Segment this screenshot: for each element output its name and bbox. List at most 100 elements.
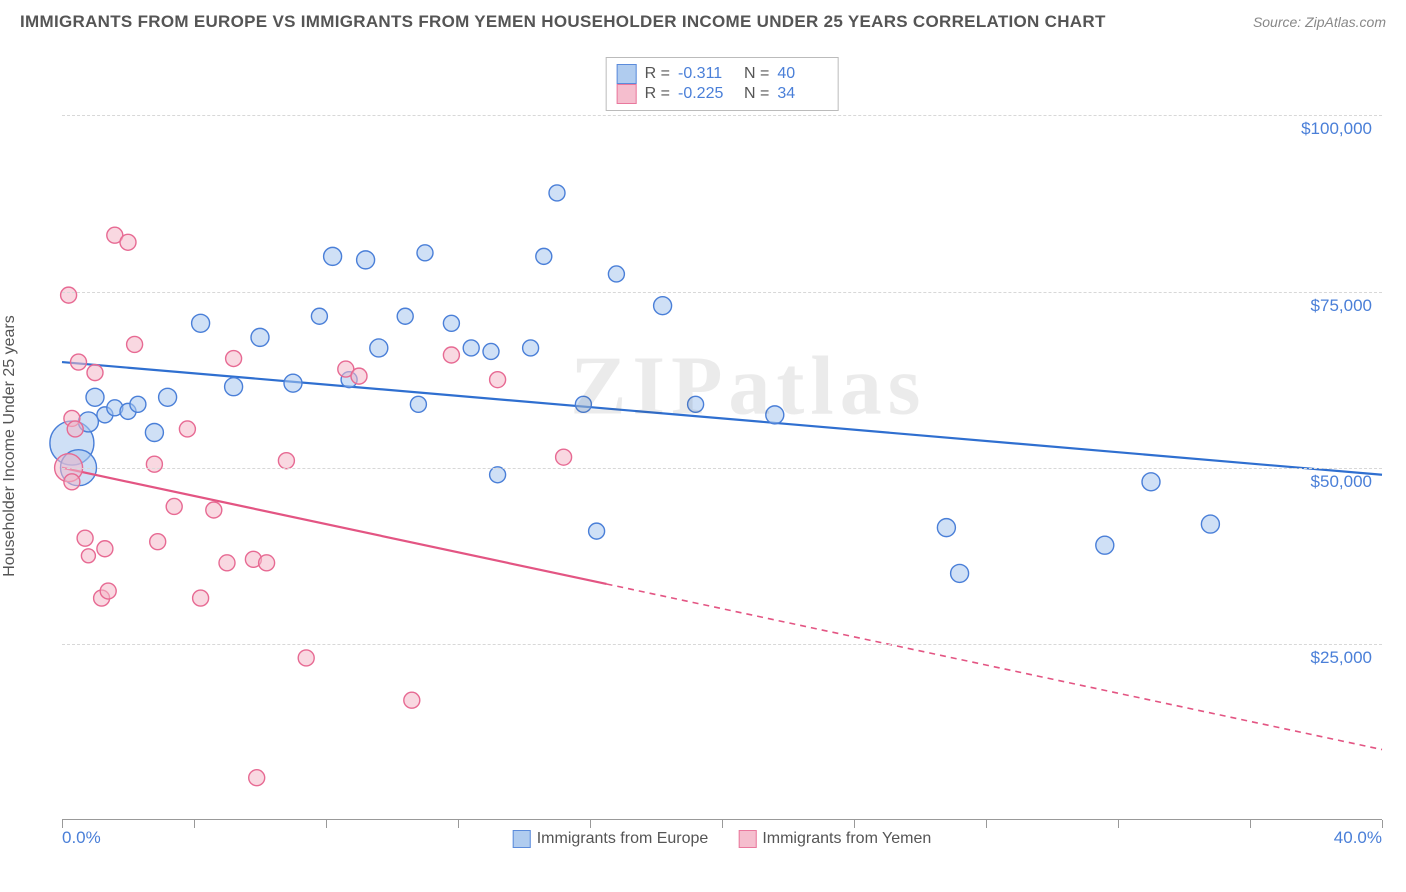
x-tick xyxy=(326,820,327,828)
data-point xyxy=(120,234,136,250)
y-tick-label: $25,000 xyxy=(1311,648,1372,668)
data-point xyxy=(490,467,506,483)
x-tick xyxy=(1250,820,1251,828)
data-point xyxy=(536,248,552,264)
legend-item: Immigrants from Yemen xyxy=(738,830,931,848)
x-axis-max-label: 40.0% xyxy=(1334,828,1382,848)
data-point xyxy=(226,351,242,367)
trend-line xyxy=(62,362,1382,475)
x-tick xyxy=(62,820,63,828)
data-point xyxy=(278,453,294,469)
data-point xyxy=(61,287,77,303)
x-tick xyxy=(854,820,855,828)
data-point xyxy=(284,374,302,392)
grid-line xyxy=(62,644,1382,645)
stat-n-value: 40 xyxy=(777,65,827,83)
series-legend: Immigrants from Europe Immigrants from Ye… xyxy=(513,830,932,848)
data-point xyxy=(463,340,479,356)
data-point xyxy=(259,555,275,571)
data-point xyxy=(575,396,591,412)
stats-legend-row: R = -0.311 N = 40 xyxy=(617,64,828,84)
x-tick xyxy=(722,820,723,828)
data-point xyxy=(417,245,433,261)
trend-line-dashed xyxy=(607,584,1383,750)
y-tick-label: $50,000 xyxy=(1311,472,1372,492)
data-point xyxy=(1142,473,1160,491)
data-point xyxy=(688,396,704,412)
source-label: Source: xyxy=(1253,14,1305,30)
source-attribution: Source: ZipAtlas.com xyxy=(1253,14,1386,30)
data-point xyxy=(225,378,243,396)
data-point xyxy=(159,388,177,406)
data-point xyxy=(523,340,539,356)
grid-line xyxy=(62,292,1382,293)
data-point xyxy=(951,564,969,582)
legend-swatch xyxy=(617,64,637,84)
data-point xyxy=(219,555,235,571)
data-point xyxy=(249,770,265,786)
data-point xyxy=(145,424,163,442)
x-tick xyxy=(590,820,591,828)
data-point xyxy=(483,343,499,359)
data-point xyxy=(130,396,146,412)
x-tick xyxy=(1382,820,1383,828)
data-point xyxy=(146,456,162,472)
legend-swatch xyxy=(513,830,531,848)
stat-r-value: -0.311 xyxy=(678,65,728,83)
data-point xyxy=(179,421,195,437)
data-point xyxy=(410,396,426,412)
y-tick-label: $75,000 xyxy=(1311,296,1372,316)
data-point xyxy=(556,449,572,465)
x-tick xyxy=(1118,820,1119,828)
x-tick xyxy=(458,820,459,828)
data-point xyxy=(64,474,80,490)
data-point xyxy=(166,498,182,514)
data-point xyxy=(549,185,565,201)
data-point xyxy=(443,315,459,331)
legend-swatch xyxy=(738,830,756,848)
data-point xyxy=(324,247,342,265)
stat-n-value: 34 xyxy=(777,85,827,103)
y-tick-label: $100,000 xyxy=(1301,119,1372,139)
stat-n-label: N = xyxy=(744,85,769,103)
data-point xyxy=(608,266,624,282)
chart-header: IMMIGRANTS FROM EUROPE VS IMMIGRANTS FRO… xyxy=(20,12,1386,32)
data-point xyxy=(937,519,955,537)
data-point xyxy=(86,388,104,406)
data-point xyxy=(654,297,672,315)
data-point xyxy=(370,339,388,357)
data-point xyxy=(404,692,420,708)
stat-n-label: N = xyxy=(744,65,769,83)
data-point xyxy=(1201,515,1219,533)
data-point xyxy=(81,549,95,563)
data-point xyxy=(97,541,113,557)
stats-legend-row: R = -0.225N = 34 xyxy=(617,84,828,104)
data-point xyxy=(351,368,367,384)
data-point xyxy=(766,406,784,424)
data-point xyxy=(150,534,166,550)
chart-title: IMMIGRANTS FROM EUROPE VS IMMIGRANTS FRO… xyxy=(20,12,1106,32)
data-point xyxy=(77,530,93,546)
data-point xyxy=(311,308,327,324)
data-point xyxy=(357,251,375,269)
stat-r-value: -0.225 xyxy=(678,85,728,103)
data-point xyxy=(87,365,103,381)
data-point xyxy=(443,347,459,363)
data-point xyxy=(206,502,222,518)
stats-legend: R = -0.311 N = 40R = -0.225 N = 34 xyxy=(606,57,839,111)
data-point xyxy=(71,354,87,370)
grid-line xyxy=(62,115,1382,116)
stat-r-label: R = xyxy=(645,65,670,83)
data-point xyxy=(193,590,209,606)
legend-series-name: Immigrants from Yemen xyxy=(762,830,931,848)
legend-series-name: Immigrants from Europe xyxy=(537,830,709,848)
grid-line xyxy=(62,468,1382,469)
trend-line xyxy=(62,468,607,584)
legend-swatch xyxy=(617,84,637,104)
data-point xyxy=(127,336,143,352)
legend-item: Immigrants from Europe xyxy=(513,830,709,848)
source-name: ZipAtlas.com xyxy=(1305,14,1386,30)
data-point xyxy=(490,372,506,388)
x-tick xyxy=(986,820,987,828)
data-point xyxy=(100,583,116,599)
